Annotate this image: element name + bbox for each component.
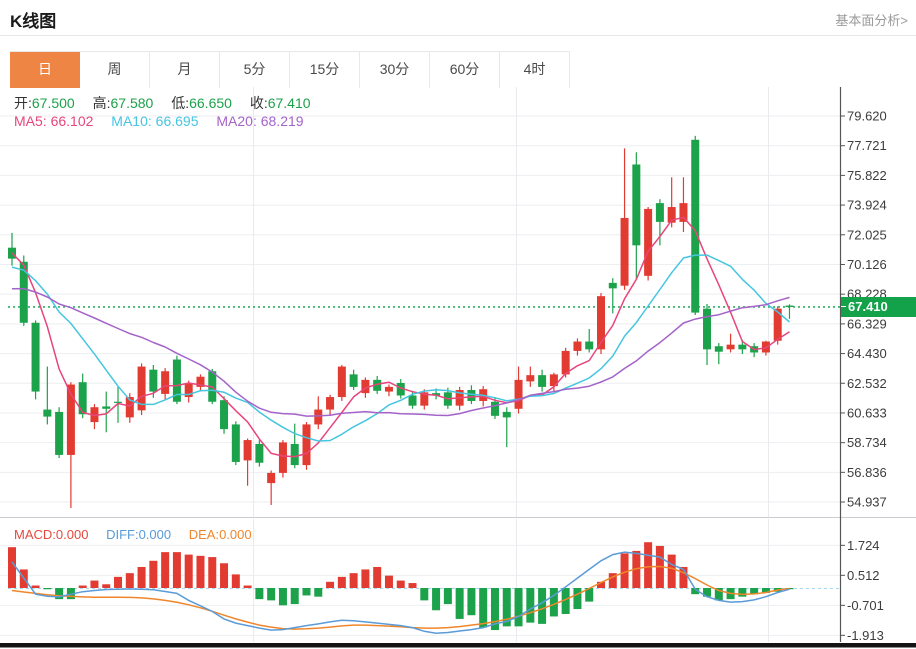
svg-text:73.924: 73.924 — [847, 198, 887, 213]
svg-text:-1.913: -1.913 — [847, 628, 884, 643]
svg-text:-0.701: -0.701 — [847, 598, 884, 613]
fundamental-analysis-link[interactable]: 基本面分析> — [835, 13, 908, 28]
svg-text:58.734: 58.734 — [847, 435, 887, 450]
page-header: K线图 基本面分析> — [0, 0, 916, 36]
current-price-tag: 67.410 — [841, 297, 916, 317]
svg-text:70.126: 70.126 — [847, 257, 887, 272]
svg-text:62.532: 62.532 — [847, 376, 887, 391]
svg-text:75.822: 75.822 — [847, 168, 887, 183]
tab-interval-2[interactable]: 月 — [150, 52, 220, 88]
chart-area: 79.620 77.721 75.822 73.924 72.025 70.126 68.2… — [0, 87, 916, 649]
svg-text:77.721: 77.721 — [847, 138, 887, 153]
svg-text:60.633: 60.633 — [847, 405, 887, 420]
interval-tabs: 日周月 5分 15分 30分 60分 4时 — [10, 51, 570, 88]
svg-text:54.937: 54.937 — [847, 495, 887, 510]
svg-text:0.512: 0.512 — [847, 568, 880, 583]
candlestick-chart-canvas[interactable]: 79.62077.72175.82273.92472.02570.12668.2… — [0, 87, 916, 649]
tab-interval-3[interactable]: 5分 — [220, 52, 290, 88]
tab-interval-7[interactable]: 4时 — [500, 52, 570, 88]
tab-interval-6[interactable]: 60分 — [430, 52, 500, 88]
svg-text:66.329: 66.329 — [847, 316, 887, 331]
tab-interval-5[interactable]: 30分 — [360, 52, 430, 88]
svg-text:64.430: 64.430 — [847, 346, 887, 361]
svg-text:79.620: 79.620 — [847, 109, 887, 124]
tab-interval-4[interactable]: 15分 — [290, 52, 360, 88]
tab-interval-0[interactable]: 日 — [10, 52, 80, 88]
interval-tabbar: 日周月 5分 15分 30分 60分 4时 — [0, 36, 916, 88]
tab-interval-1[interactable]: 周 — [80, 52, 150, 88]
svg-text:1.724: 1.724 — [847, 538, 880, 553]
page-title: K线图 — [10, 12, 57, 31]
svg-text:72.025: 72.025 — [847, 227, 887, 242]
svg-text:56.836: 56.836 — [847, 465, 887, 480]
